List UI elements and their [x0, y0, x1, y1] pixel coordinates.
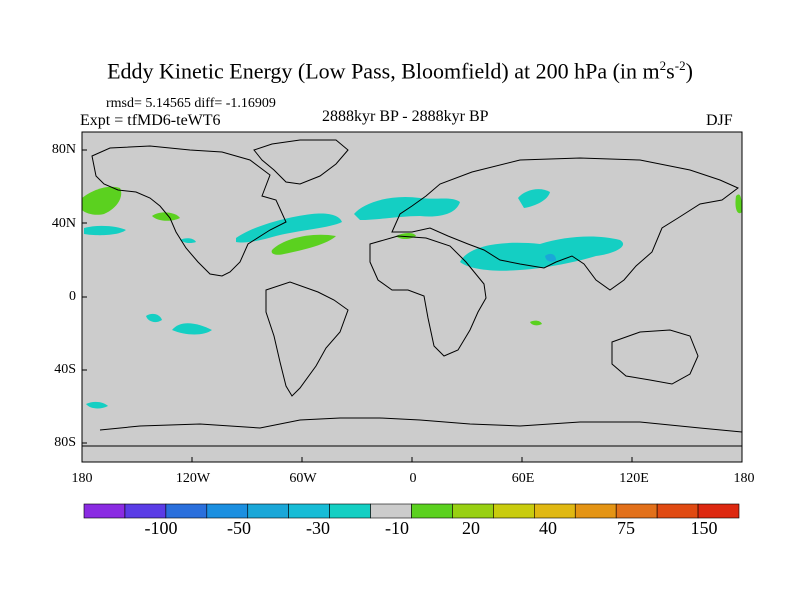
colorbar-label: 20	[462, 518, 480, 538]
anomaly-negative-south-pacific	[172, 323, 212, 335]
colorbar-swatch	[493, 503, 535, 519]
colorbar-label: 40	[539, 518, 557, 538]
colorbar-swatch	[247, 503, 289, 519]
x-tick-label: 120E	[619, 471, 649, 486]
antarctica-coast	[99, 417, 743, 433]
axis-ticks	[82, 149, 633, 462]
colorbar-label: -100	[144, 518, 178, 538]
experiment-label: Expt = tfMD6-teWT6	[80, 112, 221, 129]
x-tick-label: 180	[71, 471, 93, 486]
y-tick-label: 80N	[51, 142, 76, 157]
anomaly-positive-pacific-east	[152, 212, 180, 221]
africa-coast	[369, 235, 487, 357]
colorbar-swatch	[206, 503, 249, 519]
x-tick-label: 60W	[289, 471, 317, 486]
x-tick-label: 0	[409, 471, 417, 486]
map-background	[82, 132, 742, 462]
colorbar-swatch	[656, 503, 699, 519]
anomaly-negative-south-asia	[460, 236, 624, 271]
chart-title: Eddy Kinetic Energy (Low Pass, Bloomfiel…	[107, 58, 693, 84]
colorbar-label: 150	[690, 518, 718, 538]
y-tick-label: 40S	[54, 362, 76, 377]
colorbar-swatch	[165, 503, 208, 519]
colorbar-swatch	[615, 503, 658, 519]
anomaly-positive-north-pacific	[82, 186, 122, 215]
colorbar-label: -30	[306, 518, 330, 538]
anomaly-negative-southern-ocean	[86, 401, 108, 409]
colorbar-swatch	[370, 503, 412, 519]
anomaly-positive-mediterranean	[396, 233, 416, 239]
x-tick-label: 60E	[511, 471, 535, 486]
anomaly-positive-bay-of-bengal	[530, 320, 542, 326]
australia-coast	[611, 329, 699, 385]
y-tick-label: 0	[69, 289, 76, 304]
colorbar-swatch	[452, 503, 494, 519]
y-tick-label: 40N	[51, 216, 76, 231]
x-tick-label: 120W	[175, 471, 211, 486]
colorbar-swatch	[574, 503, 617, 519]
x-tick-label: 180	[733, 471, 755, 486]
stats-text: rmsd= 5.14565 diff= -1.16909	[106, 96, 276, 111]
colorbar-swatch	[288, 503, 330, 519]
y-tick-label: 80S	[54, 435, 76, 450]
anomaly-positive-atlantic-jet	[271, 234, 336, 255]
colorbar-swatch	[329, 503, 371, 519]
colorbar-label: 75	[617, 518, 635, 538]
contour-fill-layer	[82, 186, 742, 409]
anomaly-positive-west-pacific	[735, 194, 742, 214]
colorbar-label: -10	[385, 518, 409, 538]
greenland-coast	[253, 139, 349, 185]
anomaly-negative-south-pacific-west	[146, 313, 162, 323]
colorbar-swatch	[124, 503, 167, 519]
colorbar	[83, 503, 740, 519]
eurasia-coast	[391, 157, 739, 291]
north-america-coast	[91, 145, 287, 277]
anomaly-negative-north-pacific	[84, 225, 126, 236]
south-america-coast	[265, 281, 349, 397]
anomaly-negative-east-pacific	[180, 238, 196, 244]
period-label: 2888kyr BP - 2888kyr BP	[322, 108, 489, 125]
season-label: DJF	[706, 112, 733, 129]
anomaly-negative-europe	[354, 196, 460, 220]
colorbar-swatch	[83, 503, 126, 519]
anomaly-negative-north-asia	[518, 189, 550, 208]
colorbar-swatch	[697, 503, 740, 519]
colorbar-swatch	[411, 503, 453, 519]
coastlines	[82, 139, 743, 447]
colorbar-swatch	[534, 503, 576, 519]
anomaly-stronger-negative-south-asia	[545, 253, 556, 262]
colorbar-label: -50	[227, 518, 251, 538]
